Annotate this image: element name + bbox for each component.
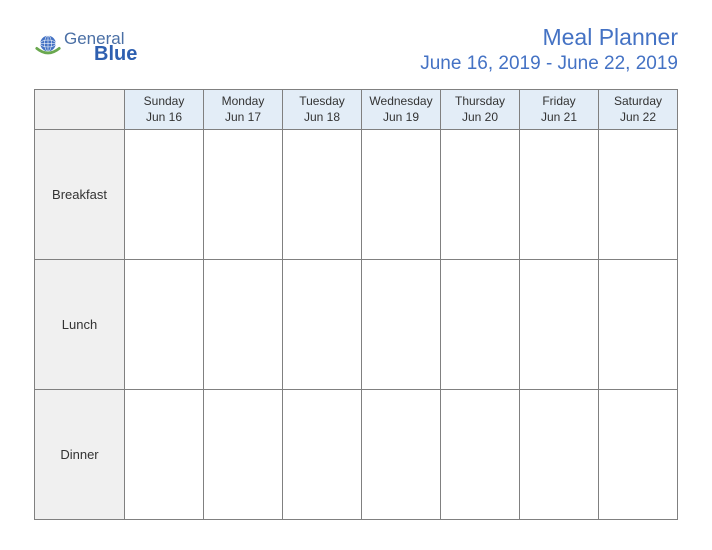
meal-cell[interactable] [599,130,678,260]
meal-label: Lunch [35,260,125,390]
meal-cell[interactable] [125,390,204,520]
meal-cell[interactable] [204,260,283,390]
day-date: Jun 18 [285,110,359,126]
table-row: Breakfast [35,130,678,260]
day-header: Friday Jun 21 [520,90,599,130]
meal-label: Dinner [35,390,125,520]
day-header: Sunday Jun 16 [125,90,204,130]
meal-cell[interactable] [283,130,362,260]
meal-cell[interactable] [362,130,441,260]
meal-cell[interactable] [520,260,599,390]
header: General Blue Meal Planner June 16, 2019 … [34,24,678,75]
day-header: Saturday Jun 22 [599,90,678,130]
day-date: Jun 16 [127,110,201,126]
meal-cell[interactable] [520,130,599,260]
meal-cell[interactable] [441,390,520,520]
meal-cell[interactable] [283,390,362,520]
meal-cell[interactable] [283,260,362,390]
day-name: Tuesday [285,94,359,110]
day-name: Friday [522,94,596,110]
day-name: Saturday [601,94,675,110]
meal-cell[interactable] [599,390,678,520]
day-date: Jun 19 [364,110,438,126]
day-date: Jun 17 [206,110,280,126]
day-header: Monday Jun 17 [204,90,283,130]
title-block: Meal Planner June 16, 2019 - June 22, 20… [420,24,678,75]
meal-planner-table: Sunday Jun 16 Monday Jun 17 Tuesday Jun … [34,89,678,520]
day-header: Wednesday Jun 19 [362,90,441,130]
meal-cell[interactable] [362,260,441,390]
meal-cell[interactable] [362,390,441,520]
date-range: June 16, 2019 - June 22, 2019 [420,53,678,75]
day-header: Tuesday Jun 18 [283,90,362,130]
meal-cell[interactable] [204,390,283,520]
day-name: Thursday [443,94,517,110]
globe-icon [34,33,62,61]
day-date: Jun 22 [601,110,675,126]
page-title: Meal Planner [420,24,678,51]
logo-text-blue: Blue [94,44,137,64]
meal-cell[interactable] [441,260,520,390]
day-name: Wednesday [364,94,438,110]
meal-cell[interactable] [125,130,204,260]
day-date: Jun 20 [443,110,517,126]
meal-cell[interactable] [441,130,520,260]
meal-cell[interactable] [125,260,204,390]
logo: General Blue [34,30,137,64]
day-name: Sunday [127,94,201,110]
meal-cell[interactable] [599,260,678,390]
day-name: Monday [206,94,280,110]
meal-cell[interactable] [204,130,283,260]
meal-label: Breakfast [35,130,125,260]
logo-text: General Blue [64,30,137,64]
day-header: Thursday Jun 20 [441,90,520,130]
table-row: Lunch [35,260,678,390]
meal-cell[interactable] [520,390,599,520]
day-date: Jun 21 [522,110,596,126]
table-row: Dinner [35,390,678,520]
corner-cell [35,90,125,130]
